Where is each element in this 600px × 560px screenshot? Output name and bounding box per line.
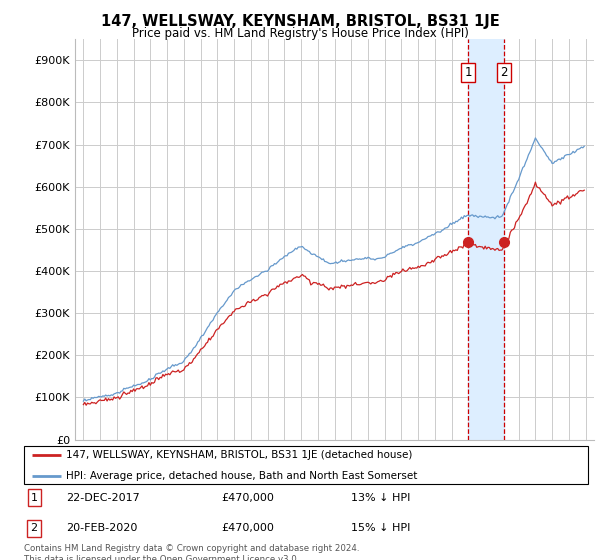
Text: 13% ↓ HPI: 13% ↓ HPI	[351, 492, 410, 502]
FancyBboxPatch shape	[24, 446, 588, 484]
Text: 15% ↓ HPI: 15% ↓ HPI	[351, 524, 410, 534]
Text: Price paid vs. HM Land Registry's House Price Index (HPI): Price paid vs. HM Land Registry's House …	[131, 27, 469, 40]
Text: 22-DEC-2017: 22-DEC-2017	[66, 492, 140, 502]
Text: Contains HM Land Registry data © Crown copyright and database right 2024.
This d: Contains HM Land Registry data © Crown c…	[24, 544, 359, 560]
Text: 1: 1	[31, 492, 38, 502]
Text: £470,000: £470,000	[221, 492, 274, 502]
Text: 147, WELLSWAY, KEYNSHAM, BRISTOL, BS31 1JE: 147, WELLSWAY, KEYNSHAM, BRISTOL, BS31 1…	[101, 14, 499, 29]
Text: 1: 1	[464, 67, 472, 80]
Text: 147, WELLSWAY, KEYNSHAM, BRISTOL, BS31 1JE (detached house): 147, WELLSWAY, KEYNSHAM, BRISTOL, BS31 1…	[66, 450, 413, 460]
Text: HPI: Average price, detached house, Bath and North East Somerset: HPI: Average price, detached house, Bath…	[66, 471, 418, 481]
Text: £470,000: £470,000	[221, 524, 274, 534]
Text: 2: 2	[500, 67, 508, 80]
Text: 2: 2	[31, 524, 38, 534]
Text: 20-FEB-2020: 20-FEB-2020	[66, 524, 137, 534]
Bar	[468, 39, 504, 440]
